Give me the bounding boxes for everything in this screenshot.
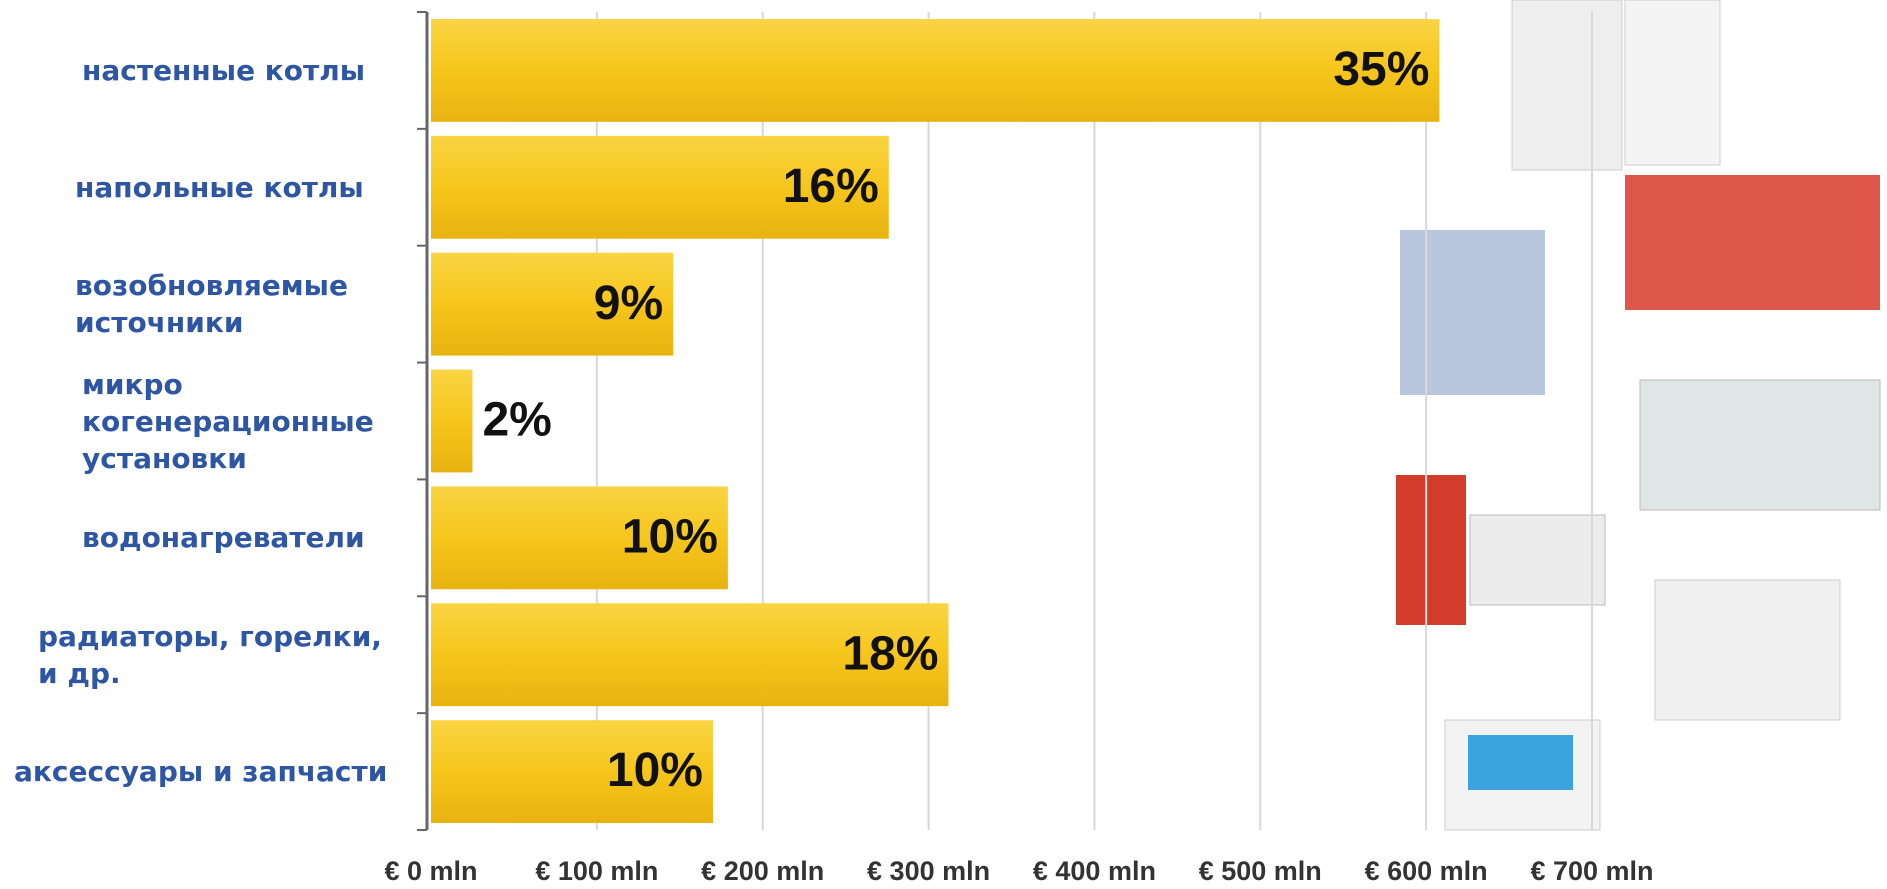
x-tick-label: € 0 mln (384, 856, 477, 886)
x-tick-label: € 600 mln (1365, 856, 1488, 886)
bar (431, 135, 889, 239)
bar (431, 252, 674, 356)
x-tick-label: € 700 mln (1530, 856, 1653, 886)
value-label: 18% (842, 627, 938, 680)
category-label: настенные котлы (82, 53, 366, 87)
x-tick-label: € 300 mln (867, 856, 990, 886)
x-tick-label: € 400 mln (1033, 856, 1156, 886)
value-label: 35% (1333, 43, 1429, 96)
category-label: радиаторы, горелки, и др. (38, 619, 382, 690)
category-label: аксессуары и запчасти (14, 755, 388, 789)
bar (431, 720, 713, 823)
x-tick-label: € 100 mln (535, 856, 658, 886)
category-label: напольные котлы (75, 170, 364, 204)
value-label: 2% (482, 394, 551, 447)
x-tick-label: € 500 mln (1199, 856, 1322, 886)
value-label: 16% (783, 160, 879, 213)
product-images (1396, 0, 1881, 831)
value-label: 10% (607, 744, 703, 797)
bar (431, 486, 728, 590)
value-label: 10% (622, 511, 718, 564)
category-label: возобновляемые источники (75, 269, 348, 340)
category-label: микро когенерационные установки (82, 367, 374, 475)
category-label: водонагреватели (82, 521, 365, 555)
bar (431, 369, 473, 473)
x-tick-label: € 200 mln (701, 856, 824, 886)
value-label: 9% (594, 277, 663, 330)
bar (431, 19, 1440, 122)
bar (431, 603, 949, 707)
